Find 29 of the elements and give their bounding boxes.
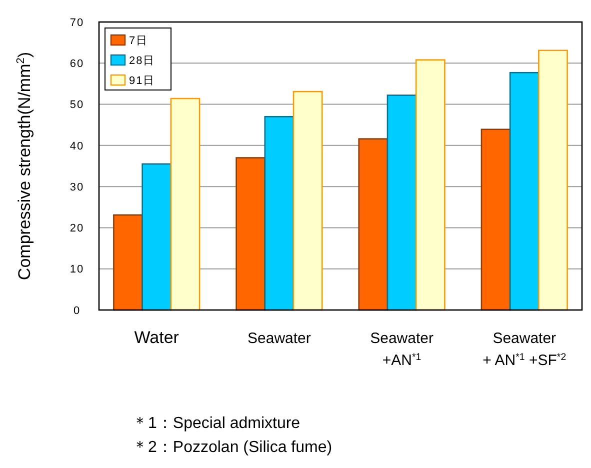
y-tick-label: 0: [73, 304, 81, 317]
bar: [480, 128, 511, 311]
bar: [292, 90, 323, 311]
legend-label: 7日: [129, 34, 148, 47]
x-tick-label: Seawater + AN$^{*1}$ +SF$^{*2}$: [482, 330, 566, 369]
y-tick-label: 60: [70, 58, 84, 70]
bar: [509, 72, 540, 311]
bar: [170, 98, 200, 311]
bar: [113, 214, 143, 311]
text: ＊1：Special admixture: [132, 415, 300, 432]
y-tick-label: 10: [70, 264, 84, 276]
x-tick-label: Water: [134, 328, 180, 347]
bar: [264, 116, 294, 311]
y-tick-label: 20: [70, 222, 84, 235]
bar: [415, 59, 446, 311]
y-tick-label: 40: [70, 140, 84, 152]
legend-label: 28日: [129, 54, 156, 67]
bar: [538, 50, 568, 311]
text: ＊2：Pozzolan (Silica fume): [132, 439, 332, 456]
x-tick-label: Seawater +AN$^{*1}$: [370, 330, 434, 369]
bar: [358, 138, 388, 311]
y-tick-label: 50: [70, 99, 84, 112]
bar: [236, 157, 266, 311]
y-tick-label: 70: [70, 16, 84, 29]
x-tick-label: Seawater: [248, 330, 311, 347]
bar: [386, 94, 417, 311]
bar: [142, 163, 172, 311]
legend-label: 91日: [129, 74, 156, 87]
y-tick-label: 30: [70, 181, 84, 194]
